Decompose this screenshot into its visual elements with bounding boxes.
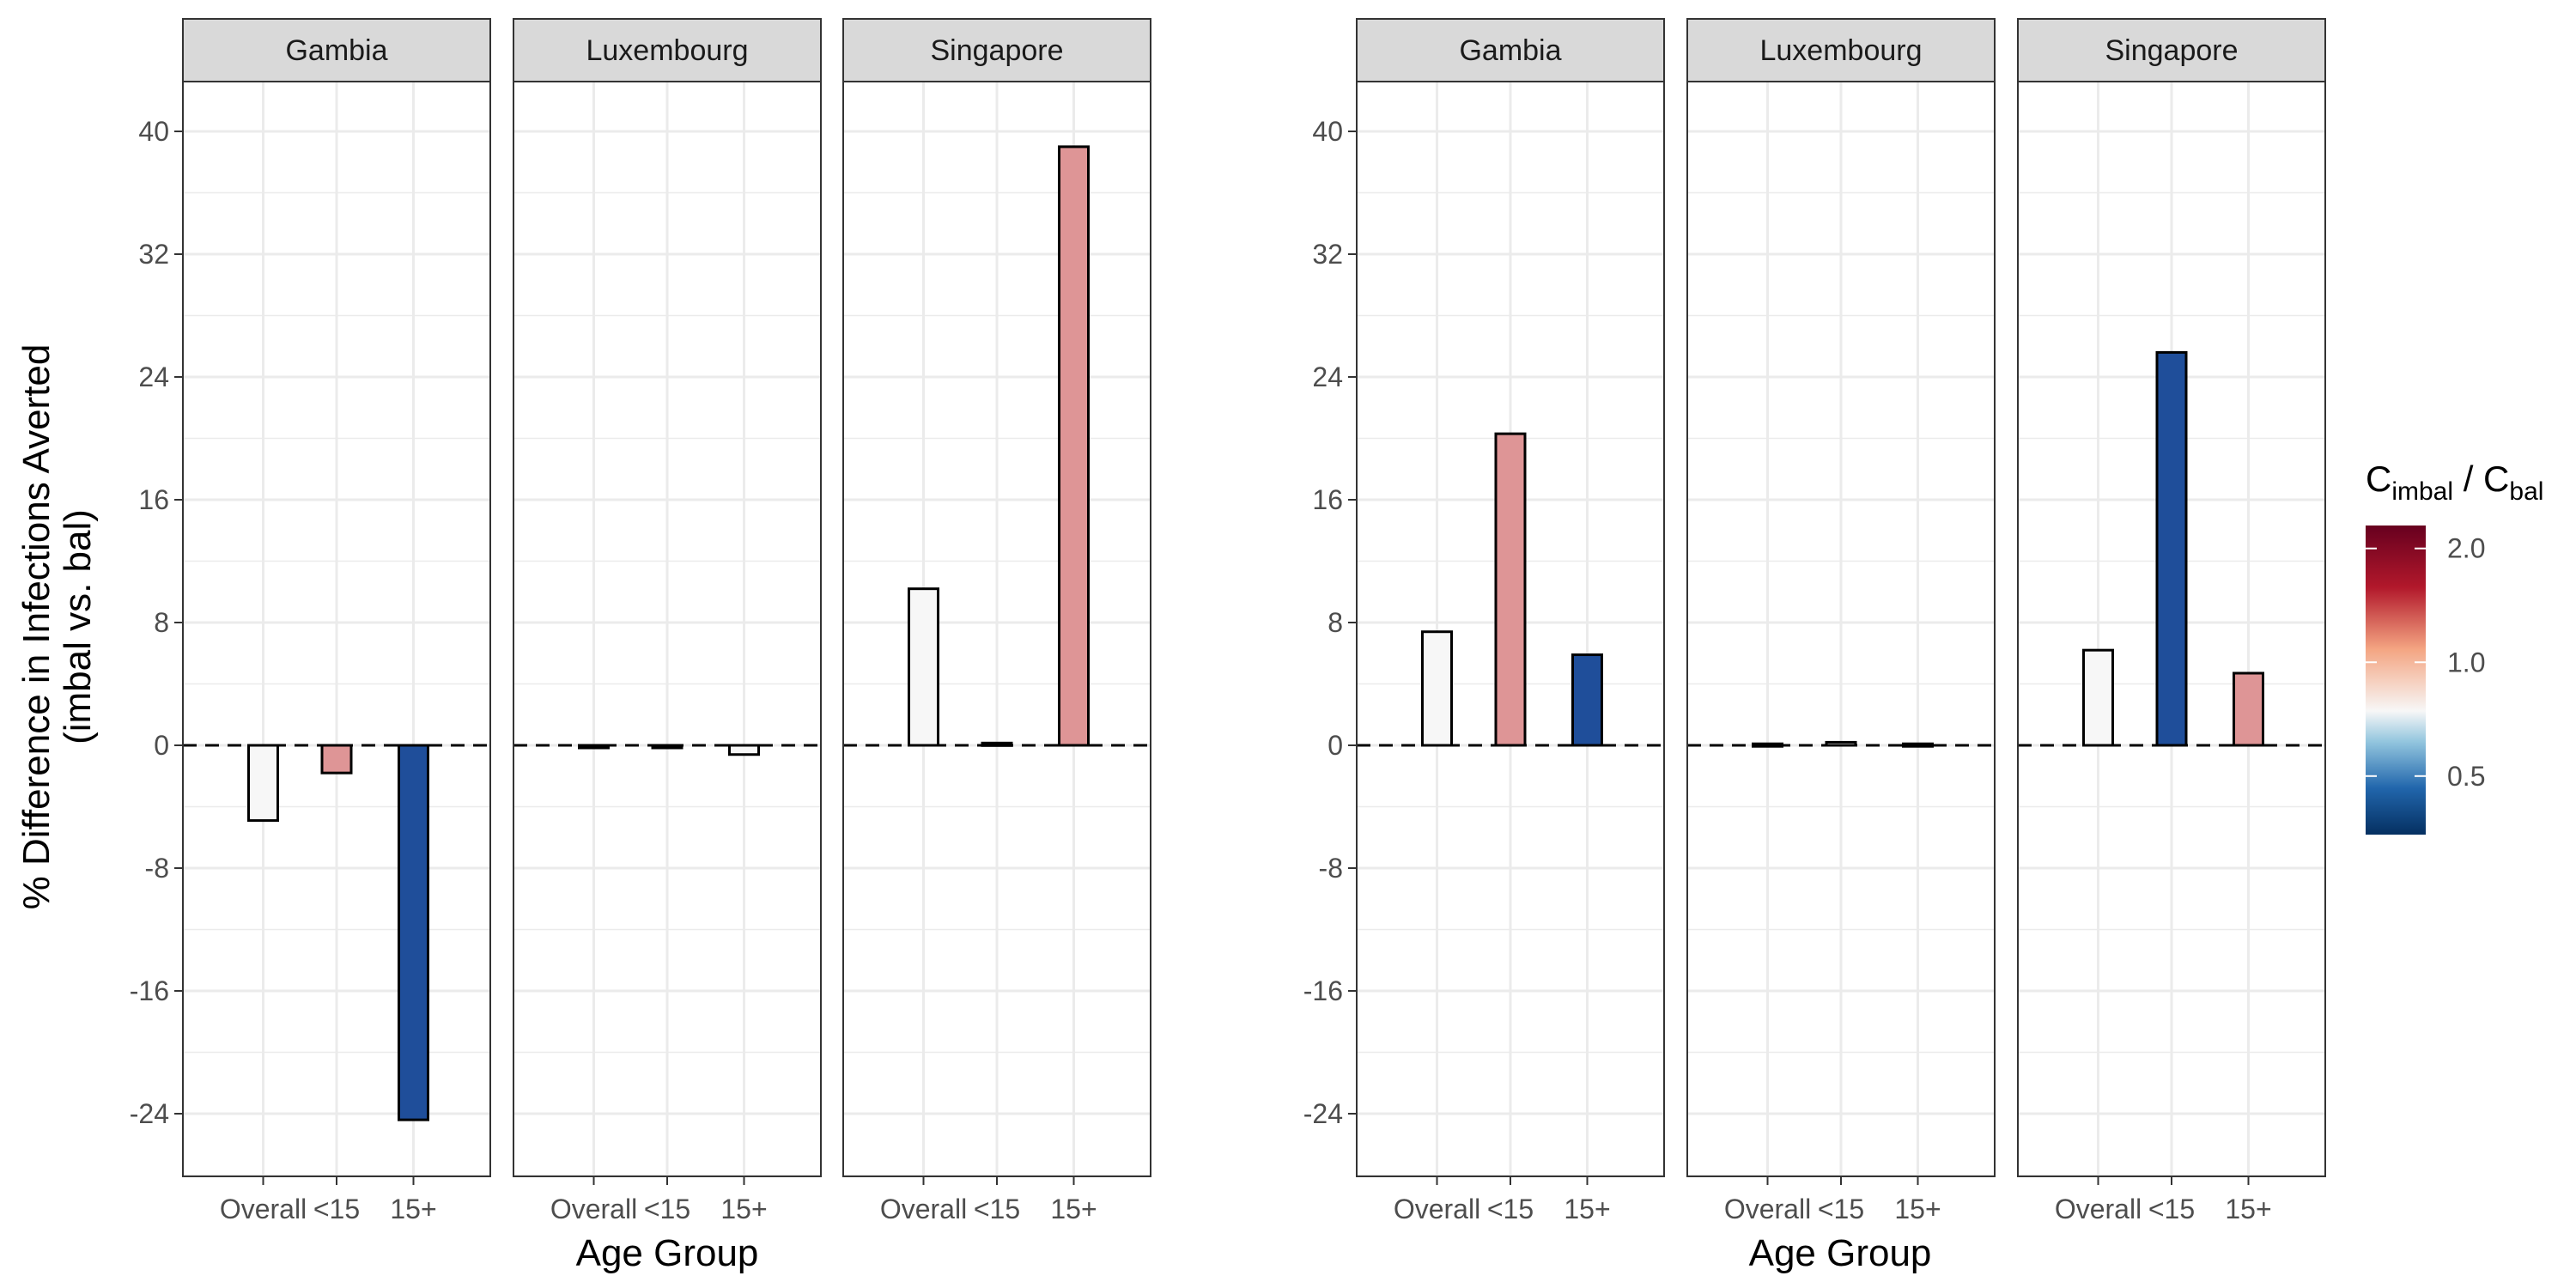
y-tick-label: 24 <box>1312 361 1343 392</box>
x-tick-label: Overall <box>550 1194 637 1224</box>
y-tick-label: 8 <box>1327 607 1343 638</box>
x-tick-label: Overall <box>1724 1194 1811 1224</box>
facet-strip-label: Singapore <box>930 34 1063 67</box>
x-tick-label: <15 <box>1818 1194 1864 1224</box>
y-tick-label: -16 <box>1303 975 1343 1006</box>
x-tick-label: 15+ <box>1564 1194 1610 1224</box>
y-tick-label: -8 <box>145 853 169 884</box>
x-tick-label: 15+ <box>1050 1194 1097 1224</box>
legend-tick-label: 2.0 <box>2447 533 2485 564</box>
facet-singapore: Singapore Overall <15 15+ <box>2017 18 2326 1224</box>
bar-singapore-2 <box>2233 671 2264 747</box>
y-axis-subtitle: (imbal vs. bal) <box>57 509 99 744</box>
facet-strip <box>182 18 491 82</box>
facet-strip <box>1356 18 1665 82</box>
x-tick-label: Overall <box>880 1194 967 1224</box>
x-tick-label: <15 <box>2148 1194 2195 1224</box>
bar-luxembourg-1 <box>1825 740 1857 747</box>
x-tick-label: 15+ <box>1894 1194 1941 1224</box>
y-tick-label: -24 <box>130 1098 169 1129</box>
facet-luxembourg: Luxembourg Overall <15 15+ <box>1686 18 1996 1224</box>
facet-strip-label: Singapore <box>2105 34 2238 67</box>
x-tick-label: Overall <box>220 1194 307 1224</box>
x-tick-label: <15 <box>1487 1194 1534 1224</box>
facet-strip-label: Gambia <box>1459 34 1561 67</box>
legend-tick-label: 0.5 <box>2447 761 2485 792</box>
facet-singapore: Singapore Overall <15 15+ <box>842 18 1151 1224</box>
legend-title-sub1: imbal <box>2391 477 2453 506</box>
y-tick-label: 16 <box>1312 484 1343 515</box>
x-tick-label: <15 <box>974 1194 1020 1224</box>
legend-tick-label: 1.0 <box>2447 647 2485 677</box>
x-axis-title: Age Group <box>576 1232 759 1274</box>
facet-strip <box>842 18 1151 82</box>
bar-gambia-2 <box>398 744 429 1121</box>
facet-gambia: Gambia Overall <15 15+ <box>1356 18 1665 1224</box>
x-tick-label: Overall <box>1394 1194 1480 1224</box>
bar-luxembourg-2 <box>728 744 760 756</box>
y-tick-label: -8 <box>1319 853 1343 884</box>
x-tick-label: 15+ <box>390 1194 436 1224</box>
y-tick-label: 8 <box>154 607 169 638</box>
y-tick-label: -24 <box>1303 1098 1343 1129</box>
x-tick-label: <15 <box>644 1194 690 1224</box>
facet-gambia: Gambia Overall <15 15+ <box>182 18 491 1224</box>
facet-strip-label: Luxembourg <box>1759 34 1922 67</box>
x-tick-label: 15+ <box>720 1194 767 1224</box>
bar-gambia-0 <box>247 744 279 823</box>
bar-gambia-1 <box>320 744 353 775</box>
bar-gambia-0 <box>1421 630 1453 747</box>
y-axis-title: % Difference in Infections Averted <box>15 344 58 910</box>
bar-gambia-2 <box>1571 653 1603 747</box>
facet-strip-label: Luxembourg <box>586 34 748 67</box>
y-tick-label: 32 <box>1312 239 1343 270</box>
y-tick-label: 16 <box>138 484 169 515</box>
bar-singapore-2 <box>1058 145 1090 747</box>
facet-luxembourg: Luxembourg Overall <15 15+ <box>513 18 822 1224</box>
legend-title-c1: C <box>2366 459 2391 499</box>
x-tick-label: <15 <box>313 1194 360 1224</box>
legend-title: Cimbal / Cbal <box>2366 459 2543 506</box>
legend-title-sub2: bal <box>2509 477 2543 506</box>
facet-strip <box>513 18 822 82</box>
color-legend: Cimbal / Cbal 2.0 1.0 0.5 <box>2366 459 2543 835</box>
facet-strip-label: Gambia <box>285 34 387 67</box>
y-tick-label: 24 <box>138 361 169 392</box>
y-tick-label: 0 <box>154 730 169 761</box>
y-tick-label: 40 <box>138 116 169 147</box>
bar-singapore-0 <box>2082 648 2114 747</box>
bar-singapore-1 <box>2155 350 2188 747</box>
x-axis-title: Age Group <box>1749 1232 1932 1274</box>
x-tick-label: 15+ <box>2225 1194 2271 1224</box>
y-tick-label: 40 <box>1312 116 1343 147</box>
legend-title-mid: / C <box>2453 459 2509 499</box>
legend-ticks: 2.0 1.0 0.5 <box>2366 533 2485 792</box>
y-tick-label: -16 <box>130 975 169 1006</box>
x-tick-label: Overall <box>2055 1194 2142 1224</box>
y-tick-label: 0 <box>1327 730 1343 761</box>
bar-gambia-1 <box>1494 432 1527 747</box>
legend-colorbar <box>2366 526 2426 835</box>
y-tick-label: 32 <box>138 239 169 270</box>
bar-singapore-0 <box>908 587 939 747</box>
